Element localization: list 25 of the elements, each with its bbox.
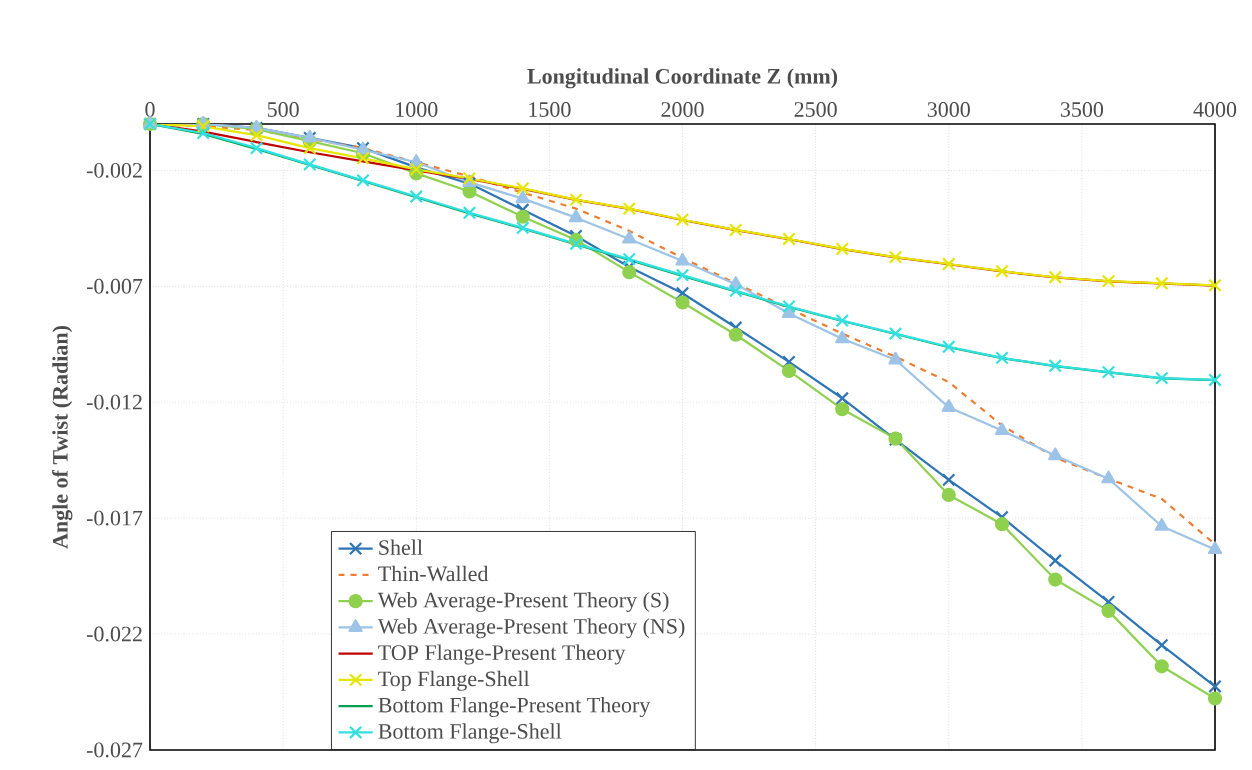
x-tick-label: 3500 (1060, 102, 1104, 117)
x-axis-title: Longitudinal Coordinate Z (mm) (527, 68, 838, 89)
y-tick-label: -0.022 (86, 626, 142, 642)
y-axis-title: Angle of Twist (Radian) (52, 326, 73, 549)
x-tick-label: 500 (267, 102, 299, 117)
x-tick-label: 2000 (661, 102, 704, 117)
legend-label: Thin-Walled (378, 565, 489, 582)
legend-label: Shell (379, 539, 423, 555)
legend-label: Top Flange-Shell (378, 670, 530, 691)
legend-label: Web Average-Present Theory (S) (377, 592, 669, 612)
legend-label: Bottom Flange-Present Theory (378, 697, 651, 718)
y-tick-label: -0.002 (86, 162, 142, 178)
y-tick-label: -0.012 (86, 394, 142, 410)
y-tick-label: -0.027 (86, 742, 143, 758)
legend-label: TOP Flange-Present Theory (378, 644, 626, 665)
legend-label: Web Average-Present Theory (NS) (377, 618, 685, 639)
x-tick-label: 4000 (1193, 102, 1237, 117)
x-tick-label: 1500 (529, 102, 571, 117)
x-tick-label: 3000 (927, 102, 970, 117)
x-tick-label: 2500 (794, 102, 837, 117)
x-tick-label: 0 (145, 102, 155, 117)
y-tick-label: -0.017 (86, 510, 143, 526)
legend-label: Bottom Flange-Shell (378, 723, 562, 744)
x-tick-label: 1000 (396, 102, 438, 117)
y-tick-label: -0.007 (86, 278, 143, 294)
